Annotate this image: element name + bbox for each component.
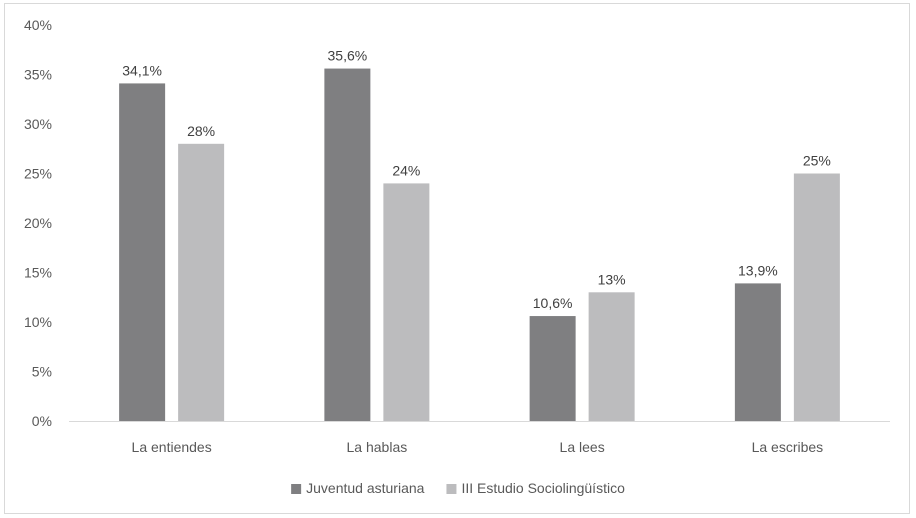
data-label: 13,9% (738, 262, 778, 278)
data-label: 13% (598, 271, 626, 287)
y-axis-tick-labels: 0% 5% 10% 15% 20% 25% 30% 35% 40% (24, 17, 52, 429)
x-tick-label: La escribes (752, 439, 824, 455)
bar-series1 (529, 316, 576, 421)
y-tick-label: 10% (24, 314, 52, 330)
y-tick-label: 35% (24, 67, 52, 83)
bar-series1 (119, 83, 166, 421)
data-label: 24% (392, 162, 420, 178)
y-tick-label: 5% (32, 364, 52, 380)
y-tick-label: 15% (24, 265, 52, 281)
legend-swatch (291, 484, 302, 494)
data-label: 35,6% (328, 48, 368, 64)
data-label: 34,1% (122, 62, 162, 78)
bar-series2 (793, 173, 840, 421)
bars (119, 68, 840, 422)
y-tick-label: 25% (24, 166, 52, 182)
y-tick-label: 40% (24, 17, 52, 33)
data-label: 25% (803, 153, 831, 169)
bar-series1 (734, 283, 781, 421)
data-label: 28% (187, 123, 215, 139)
data-label: 10,6% (533, 295, 573, 311)
bar-series2 (588, 292, 635, 421)
bar-series1 (324, 68, 371, 421)
y-tick-label: 20% (24, 215, 52, 231)
y-tick-label: 30% (24, 116, 52, 132)
y-tick-label: 0% (32, 413, 52, 429)
legend-label: III Estudio Sociolingüístico (461, 480, 625, 496)
x-tick-label: La lees (560, 439, 605, 455)
legend: Juventud asturiana III Estudio Sociolingü… (291, 480, 625, 496)
legend-label: Juventud asturiana (306, 480, 425, 496)
legend-swatch (446, 484, 457, 494)
x-axis-tick-labels: La entiendes La hablas La lees La escribes (132, 439, 824, 455)
bar-series2 (178, 143, 225, 422)
x-tick-label: La entiendes (132, 439, 212, 455)
x-tick-label: La hablas (347, 439, 408, 455)
bar-series2 (383, 183, 430, 421)
data-labels: 34,1% 28% 35,6% 24% 10,6% 13% 13,9% 25% (122, 48, 831, 311)
